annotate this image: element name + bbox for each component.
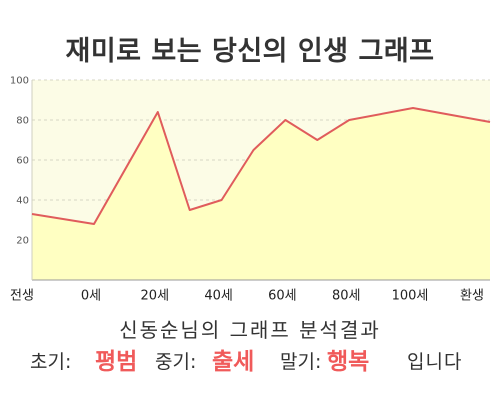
data-point-8 [347, 118, 351, 122]
early-stage-label: 초기: [30, 351, 72, 373]
series-line [31, 107, 491, 225]
analysis-result: 초기: 평범 중기: 출세 말기: 행복 입니다 [0, 345, 500, 379]
data-point-3 [188, 208, 192, 212]
x-tick-label-5: 80세 [332, 289, 361, 304]
data-point-1 [92, 222, 96, 226]
y-tick-label-20: 20 [16, 236, 29, 247]
data-point-10 [488, 120, 492, 124]
life-graph-chart: 20 40 60 80 100 전생 0세 20세 40세 60세 80세 100세 환생 [10, 76, 492, 304]
x-tick-label-3: 40세 [204, 289, 233, 304]
data-point-5 [252, 148, 256, 152]
x-tick-label-1: 0세 [81, 289, 101, 304]
data-point-4 [220, 198, 224, 202]
middle-stage-label: 중기: [155, 351, 197, 373]
y-tick-label-100: 100 [10, 76, 29, 87]
x-tick-label-6: 100세 [392, 289, 429, 304]
y-tick-label-40: 40 [16, 196, 29, 207]
chart-title: 재미로 보는 당신의 인생 그래프 [65, 36, 435, 67]
data-point-2 [156, 110, 160, 114]
data-point-9 [411, 106, 415, 110]
analysis-heading: 신동순님의 그래프 분석결과 [119, 318, 381, 342]
late-stage-value: 행복 [327, 349, 370, 375]
early-stage-value: 평범 [95, 349, 138, 375]
x-tick-label-0: 전생 [10, 289, 34, 304]
y-tick-label-60: 60 [16, 156, 29, 167]
x-tick-label-4: 60세 [268, 289, 297, 304]
late-stage-label: 말기: [280, 351, 322, 373]
data-point-6 [283, 118, 287, 122]
y-tick-label-80: 80 [16, 116, 29, 127]
series-area [32, 108, 490, 280]
x-tick-label-7: 환생 [460, 289, 484, 304]
data-point-0 [30, 212, 34, 216]
x-tick-label-2: 20세 [141, 289, 170, 304]
middle-stage-value: 출세 [212, 349, 255, 375]
data-point-7 [315, 138, 319, 142]
result-suffix: 입니다 [407, 351, 463, 373]
